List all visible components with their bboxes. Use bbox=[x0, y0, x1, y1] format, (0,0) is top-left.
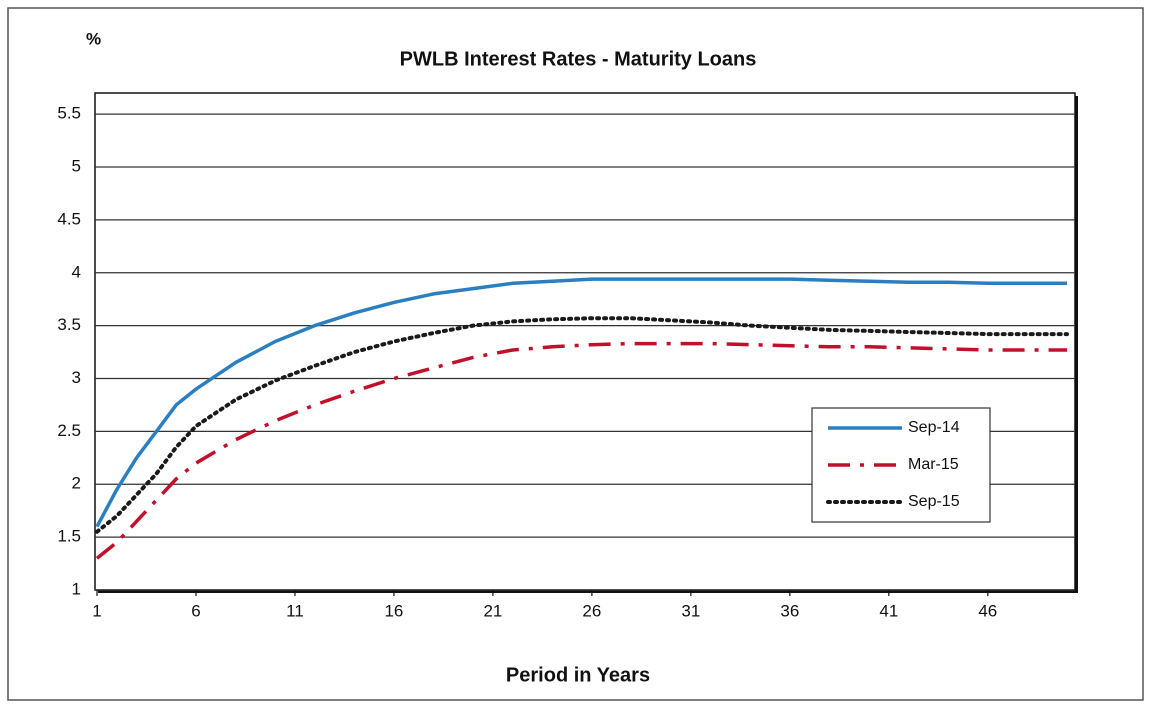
y-axis-label: % bbox=[86, 29, 101, 48]
x-tick-label: 6 bbox=[191, 601, 200, 620]
series-line bbox=[95, 341, 1067, 560]
x-tick-label: 41 bbox=[879, 601, 898, 620]
x-tick-label: 1 bbox=[92, 601, 101, 620]
y-tick-label: 5 bbox=[72, 157, 81, 176]
y-tick-label: 3.5 bbox=[57, 315, 81, 334]
y-tick-label: 1.5 bbox=[57, 527, 81, 546]
x-axis-label: Period in Years bbox=[506, 664, 650, 686]
y-tick-label: 2 bbox=[72, 474, 81, 493]
series-line bbox=[95, 316, 1069, 534]
x-tick-label: 36 bbox=[780, 601, 799, 620]
x-tick-label: 16 bbox=[384, 601, 403, 620]
y-tick-label: 1 bbox=[72, 579, 81, 598]
x-tick-label: 46 bbox=[978, 601, 997, 620]
legend-label: Sep-15 bbox=[908, 493, 960, 510]
legend-label: Sep-14 bbox=[908, 419, 960, 436]
x-tick-label: 31 bbox=[681, 601, 700, 620]
series-line bbox=[95, 277, 1067, 528]
x-tick-label: 11 bbox=[286, 601, 304, 620]
y-tick-label: 3 bbox=[72, 368, 81, 387]
y-tick-label: 2.5 bbox=[57, 421, 81, 440]
y-tick-label: 4.5 bbox=[57, 209, 81, 228]
y-tick-label: 4 bbox=[72, 262, 81, 281]
y-tick-label: 5.5 bbox=[57, 104, 81, 123]
legend-label: Mar-15 bbox=[908, 456, 959, 473]
chart-title: PWLB Interest Rates - Maturity Loans bbox=[400, 48, 757, 70]
x-tick-label: 26 bbox=[582, 601, 601, 620]
x-tick-label: 21 bbox=[483, 601, 502, 620]
